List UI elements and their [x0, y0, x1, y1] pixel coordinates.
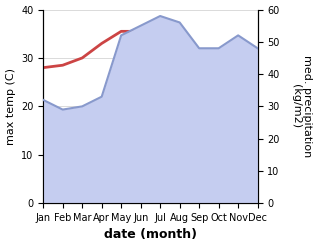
Y-axis label: max temp (C): max temp (C)	[5, 68, 16, 145]
X-axis label: date (month): date (month)	[104, 228, 197, 242]
Y-axis label: med. precipitation
(kg/m2): med. precipitation (kg/m2)	[291, 55, 313, 158]
